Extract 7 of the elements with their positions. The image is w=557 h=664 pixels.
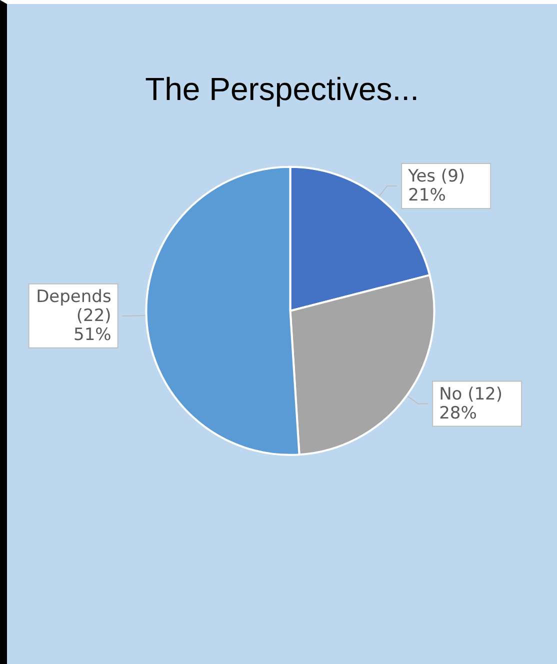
slice-label: Yes (9)	[407, 166, 466, 187]
slice-label: Depends (22)	[36, 286, 112, 326]
data-label: 21%	[408, 186, 446, 206]
data-label: 51%	[74, 324, 112, 345]
slice-label: No (12)	[439, 384, 502, 404]
chart-title: The Perspectives...	[145, 71, 419, 107]
data-label: 28%	[439, 403, 477, 424]
